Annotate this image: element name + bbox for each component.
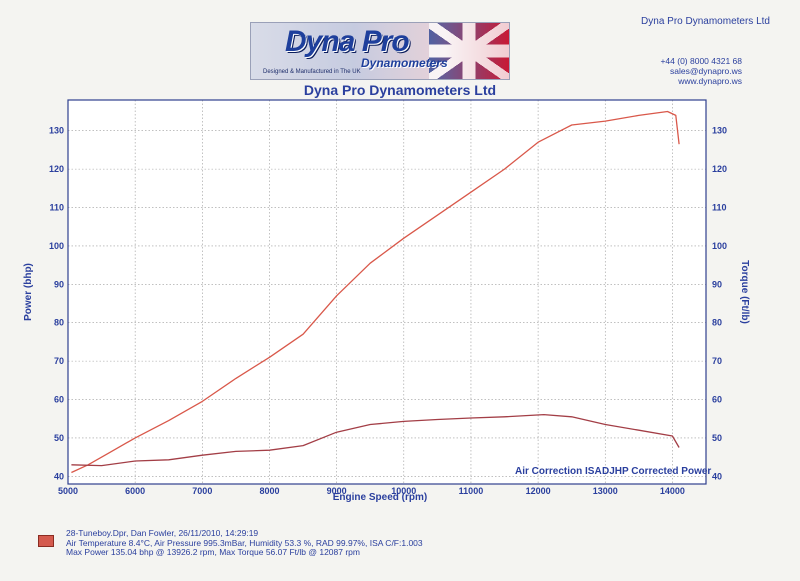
x-tick-label: 7000 [192,486,212,496]
y2-tick-label: 40 [712,471,722,481]
y2-tick-label: 130 [712,126,727,136]
plot-frame [67,99,707,485]
x-axis-label: Engine Speed (rpm) [333,492,427,503]
y-tick-label: 70 [54,356,64,366]
run-details: 28-Tuneboy.Dpr, Dan Fowler, 26/11/2010, … [66,528,423,558]
y-tick-labels: 40 50 60 70 80 90 100 110 120 130 [49,126,64,482]
email-address: sales@dynapro.ws [670,66,742,76]
company-name-top: Dyna Pro Dynamometers Ltd [641,16,770,27]
phone-number: +44 (0) 8000 4321 68 [660,56,742,66]
plot-area [68,100,706,484]
run-line: 28-Tuneboy.Dpr, Dan Fowler, 26/11/2010, … [66,528,259,538]
y2-tick-label: 90 [712,279,722,289]
y-tick-label: 80 [54,318,64,328]
max-values-line: Max Power 135.04 bhp @ 13926.2 rpm, Max … [66,547,360,557]
y2-tick-label: 120 [712,164,727,174]
y-tick-label: 40 [54,471,64,481]
y-tick-label: 110 [49,203,64,213]
y-tick-label: 90 [54,279,64,289]
y2-tick-label: 60 [712,395,722,405]
y-axis-label: Power (bhp) [23,263,34,321]
logo-sub-text: Dynamometers [361,56,448,70]
y2-tick-labels: 40 50 60 70 80 90 100 110 120 130 [712,126,727,482]
annotation-corrected-power: DJHP Corrected Power [602,466,711,477]
series-torque-line [71,413,680,467]
series-power-line [71,110,680,474]
contact-block: +44 (0) 8000 4321 68 sales@dynapro.ws ww… [660,56,742,86]
y2-tick-label: 100 [712,241,727,251]
y2-tick-label: 80 [712,318,722,328]
chart-grid [68,100,706,484]
y-tick-label: 100 [49,241,64,251]
dyna-pro-logo: Dyna Pro Dynamometers Designed & Manufac… [250,22,510,80]
x-tick-labels: 5000 6000 7000 8000 9000 10000 11000 12000 13000… [58,486,685,496]
y-tick-label: 130 [49,126,64,136]
x-tick-label: 14000 [660,486,685,496]
y2-tick-label: 110 [712,203,727,213]
x-tick-label: 10000 [391,486,416,496]
y-tick-label: 50 [54,433,64,443]
annotation-air-correction: Air Correction ISA [515,466,602,477]
x-tick-label: 5000 [58,486,78,496]
run-color-swatch [38,535,54,547]
x-tick-label: 8000 [259,486,279,496]
x-tick-label: 11000 [459,486,484,496]
x-tick-label: 6000 [125,486,145,496]
y-tick-label: 60 [54,395,64,405]
x-tick-label: 9000 [327,486,347,496]
union-flag-graphic [429,23,509,79]
x-tick-label: 13000 [593,486,618,496]
logo-brand-text: Dyna Pro [285,25,410,58]
x-tick-label: 12000 [526,486,551,496]
website-address: www.dynapro.ws [678,76,742,86]
series-lines [71,110,680,474]
y-tick-label: 120 [49,164,64,174]
logo-tagline: Designed & Manufactured in The UK [263,69,361,75]
y2-axis-label: Torque (Ft/lb) [739,260,750,324]
y2-tick-label: 70 [712,356,722,366]
conditions-line: Air Temperature 8.4°C, Air Pressure 995.… [66,537,423,548]
y2-tick-label: 50 [712,433,722,443]
page-title: Dyna Pro Dynamometers Ltd [303,82,497,98]
